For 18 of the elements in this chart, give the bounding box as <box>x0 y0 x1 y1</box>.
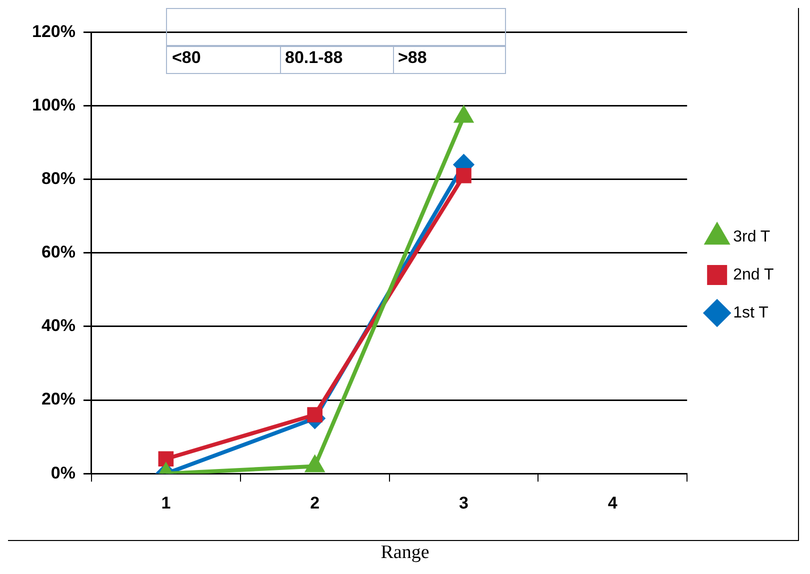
x-tick-label: 4 <box>608 493 618 512</box>
y-tick-label: 80% <box>41 169 76 188</box>
y-tick-label: 0% <box>50 463 76 482</box>
legend-label: 3rd T <box>733 228 770 246</box>
x-axis-title: Range <box>380 542 430 564</box>
y-tick-label: 40% <box>41 316 76 336</box>
legend-label: 2nd T <box>733 266 774 284</box>
y-tick-label: 100% <box>32 95 76 114</box>
y-tick-label: 60% <box>41 242 76 262</box>
y-tick-label: 120% <box>32 22 76 41</box>
legend-label: 1st T <box>733 304 769 322</box>
annotation: 80.1-88 <box>284 48 344 68</box>
x-tick-label: 3 <box>459 493 468 512</box>
x-tick-label: 1 <box>161 493 171 512</box>
annotation: >88 <box>397 48 428 68</box>
annotation: <80 <box>171 48 202 68</box>
x-tick-label: 2 <box>310 493 320 512</box>
y-tick-label: 20% <box>41 390 76 409</box>
